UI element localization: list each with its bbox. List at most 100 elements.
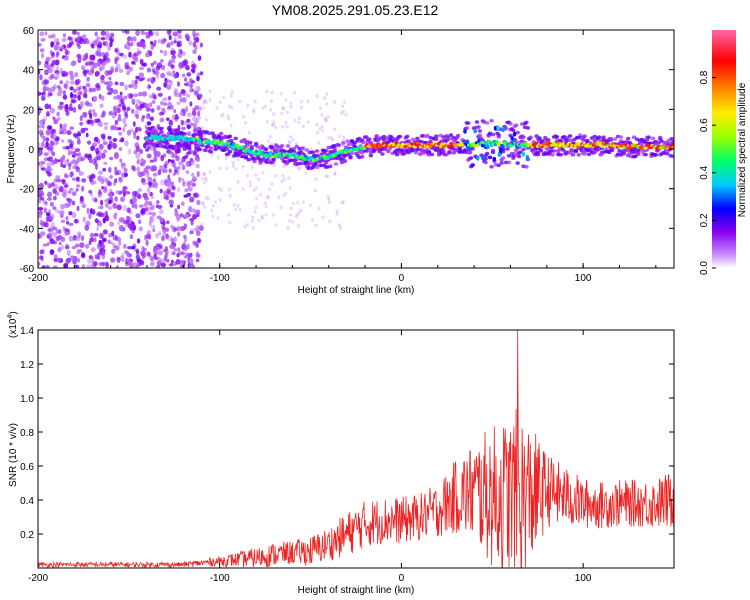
noise-mark <box>69 86 74 91</box>
noise-mark <box>133 133 137 140</box>
noise-mark <box>251 215 255 220</box>
noise-mark <box>150 195 155 200</box>
noise-mark <box>143 196 150 201</box>
ridge-halo-mark <box>514 123 519 127</box>
noise-mark <box>154 31 160 37</box>
noise-mark <box>111 230 115 237</box>
noise-mark <box>115 63 121 70</box>
ridge-core-mark <box>540 145 545 149</box>
noise-mark <box>156 200 160 205</box>
ridge-burst-mark <box>475 155 480 161</box>
noise-mark <box>323 96 327 100</box>
noise-mark <box>177 81 180 87</box>
noise-mark <box>70 80 75 85</box>
noise-mark <box>158 250 163 256</box>
noise-mark <box>65 80 70 84</box>
noise-mark <box>121 30 127 34</box>
noise-mark <box>42 93 46 98</box>
noise-mark <box>203 99 206 104</box>
ridge-halo-mark <box>487 155 493 160</box>
noise-mark <box>173 37 177 43</box>
ridge-halo-mark <box>323 149 328 153</box>
ridge-halo-mark <box>485 151 490 156</box>
noise-mark <box>38 42 42 47</box>
noise-mark <box>194 156 199 161</box>
noise-mark <box>90 66 94 72</box>
noise-mark <box>168 199 174 205</box>
noise-mark <box>107 199 112 205</box>
noise-mark <box>309 147 313 151</box>
ridge-halo-mark <box>554 135 560 139</box>
snr-multiplier: (x104) <box>7 311 19 338</box>
noise-mark <box>101 152 106 159</box>
ridge-halo-mark <box>313 162 318 167</box>
ridge-halo-mark <box>246 157 251 162</box>
noise-mark <box>72 177 76 181</box>
noise-mark <box>313 188 317 193</box>
noise-mark <box>302 124 305 129</box>
noise-mark <box>38 60 42 66</box>
noise-mark <box>170 104 174 110</box>
noise-mark <box>167 159 172 163</box>
noise-mark <box>192 30 196 37</box>
noise-mark <box>153 94 157 100</box>
noise-mark <box>113 126 118 131</box>
noise-mark <box>185 161 190 168</box>
noise-mark <box>97 121 101 127</box>
noise-mark <box>55 209 60 213</box>
noise-mark <box>88 86 94 94</box>
noise-mark <box>134 248 140 253</box>
noise-mark <box>66 249 71 256</box>
noise-mark <box>280 179 284 184</box>
noise-mark <box>236 157 240 162</box>
noise-mark <box>130 36 134 42</box>
noise-mark <box>156 260 163 266</box>
noise-mark <box>284 191 288 196</box>
noise-mark <box>150 40 154 45</box>
colorbar-tick-label: 0.8 <box>699 70 710 84</box>
noise-mark <box>56 51 60 57</box>
ridge-halo-mark <box>147 141 153 145</box>
noise-mark <box>48 156 53 163</box>
ridge-halo-mark <box>195 143 201 148</box>
noise-mark <box>85 82 91 88</box>
noise-mark <box>197 106 202 111</box>
noise-mark <box>202 106 206 110</box>
noise-mark <box>53 195 57 201</box>
noise-mark <box>318 127 322 131</box>
noise-mark <box>132 167 137 172</box>
ridge-core-mark <box>372 143 377 147</box>
noise-mark <box>111 248 116 254</box>
noise-mark <box>172 226 177 233</box>
noise-mark <box>280 111 284 116</box>
noise-mark <box>149 159 155 163</box>
noise-mark <box>218 198 222 202</box>
noise-mark <box>38 212 42 217</box>
noise-mark <box>60 185 64 193</box>
noise-mark <box>180 119 185 126</box>
noise-mark <box>79 122 84 126</box>
noise-mark <box>57 235 63 240</box>
noise-mark <box>149 215 154 222</box>
noise-mark <box>122 204 127 211</box>
noise-mark <box>97 205 102 210</box>
noise-mark <box>67 190 72 194</box>
noise-mark <box>118 68 124 73</box>
noise-mark <box>116 94 120 100</box>
ridge-halo-mark <box>470 146 475 151</box>
noise-mark <box>251 226 255 230</box>
noise-mark <box>160 179 165 186</box>
ridge-core-mark <box>304 154 308 159</box>
noise-mark <box>186 118 191 123</box>
noise-mark <box>56 178 62 183</box>
noise-mark <box>84 62 89 66</box>
noise-mark <box>138 72 145 78</box>
ridge-halo-mark <box>217 135 222 139</box>
noise-mark <box>102 141 108 146</box>
noise-mark <box>252 188 256 192</box>
noise-mark <box>107 80 113 87</box>
ridge-halo-mark <box>604 147 609 151</box>
ridge-burst-mark <box>521 151 526 157</box>
noise-mark <box>84 224 90 231</box>
noise-mark <box>124 44 128 49</box>
